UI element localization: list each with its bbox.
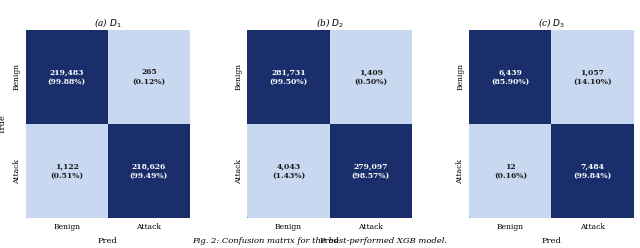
Bar <box>248 124 330 218</box>
Bar <box>330 124 412 218</box>
Text: Fig. 2: Confusion matrix for the best-performed XGB model.: Fig. 2: Confusion matrix for the best-pe… <box>193 237 447 245</box>
Text: 281,731
(99.50%): 281,731 (99.50%) <box>269 68 308 86</box>
Text: 219,483
(99.88%): 219,483 (99.88%) <box>47 68 86 86</box>
Text: 6,439
(85.90%): 6,439 (85.90%) <box>492 68 529 86</box>
Bar <box>552 124 634 218</box>
Text: 12
(0.16%): 12 (0.16%) <box>494 162 527 180</box>
Bar <box>469 30 552 124</box>
Bar <box>330 30 412 124</box>
Text: 218,626
(99.49%): 218,626 (99.49%) <box>130 162 168 180</box>
Text: 7,484
(99.84%): 7,484 (99.84%) <box>573 162 612 180</box>
Title: (c) $D_3$: (c) $D_3$ <box>538 16 565 29</box>
Bar <box>469 124 552 218</box>
Text: 4,043
(1.43%): 4,043 (1.43%) <box>272 162 305 180</box>
X-axis label: Pred: Pred <box>319 237 340 245</box>
Text: 1,122
(0.51%): 1,122 (0.51%) <box>50 162 83 180</box>
Y-axis label: True: True <box>0 114 7 134</box>
Text: 1,409
(0.50%): 1,409 (0.50%) <box>354 68 387 86</box>
Bar <box>108 30 190 124</box>
Bar <box>552 30 634 124</box>
Text: 265
(0.12%): 265 (0.12%) <box>132 68 165 86</box>
Bar <box>248 30 330 124</box>
Text: 1,057
(14.10%): 1,057 (14.10%) <box>573 68 612 86</box>
Bar <box>26 30 108 124</box>
Bar <box>108 124 190 218</box>
X-axis label: Pred: Pred <box>541 237 561 245</box>
Title: (b) $D_2$: (b) $D_2$ <box>316 16 344 29</box>
Title: (a) $D_1$: (a) $D_1$ <box>94 16 122 29</box>
X-axis label: Pred: Pred <box>98 237 118 245</box>
Text: 279,097
(98.57%): 279,097 (98.57%) <box>351 162 390 180</box>
Bar <box>26 124 108 218</box>
